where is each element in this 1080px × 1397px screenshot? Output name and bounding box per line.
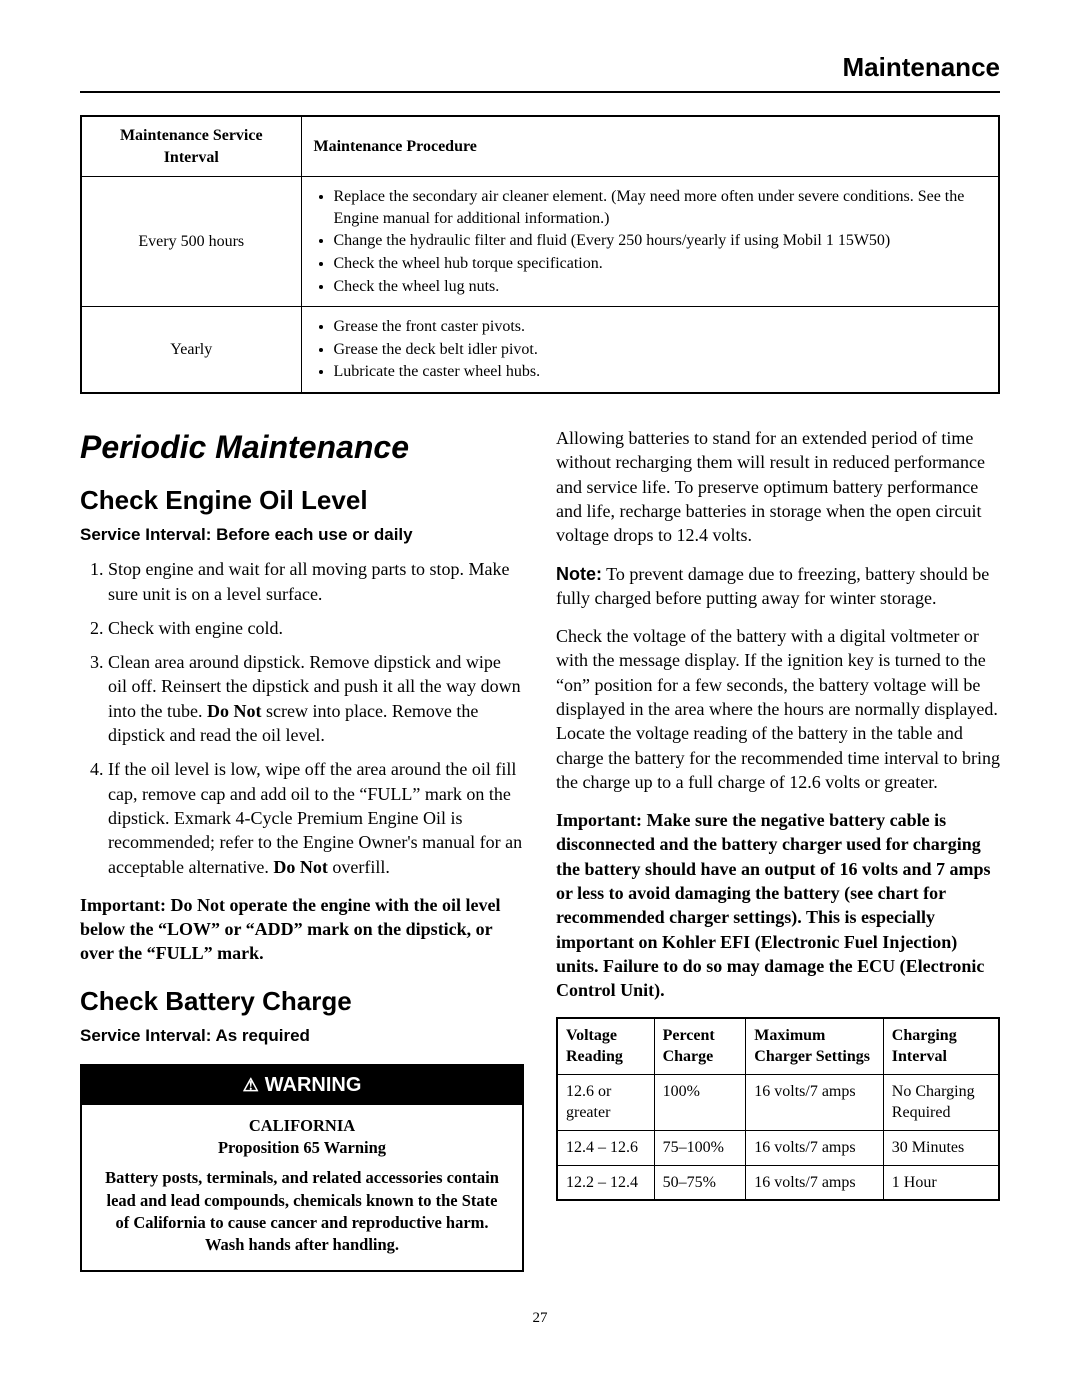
warning-header: ⚠ WARNING (82, 1066, 522, 1105)
maint-procedures: Replace the secondary air cleaner elemen… (301, 177, 999, 307)
table-row: 12.4 – 12.6 75–100% 16 volts/7 amps 30 M… (557, 1130, 999, 1165)
step-text: overfill. (328, 857, 390, 877)
oil-important: Important: Do Not operate the engine wit… (80, 893, 524, 966)
list-item: Grease the deck belt idler pivot. (334, 339, 987, 361)
warning-california: CALIFORNIA (98, 1115, 506, 1137)
list-item: Change the hydraulic filter and fluid (E… (334, 230, 987, 252)
charger-important: Important: Make sure the negative batter… (556, 808, 1000, 1002)
oil-heading: Check Engine Oil Level (80, 483, 524, 518)
warning-box: ⚠ WARNING CALIFORNIA Proposition 65 Warni… (80, 1064, 524, 1273)
important-label: Important: (556, 810, 642, 830)
battery-note: Note: To prevent damage due to freezing,… (556, 562, 1000, 611)
charge-cell: 75–100% (654, 1130, 746, 1165)
step-bold: Do Not (207, 701, 262, 721)
charge-cell: 30 Minutes (883, 1130, 999, 1165)
note-text: To prevent damage due to freezing, batte… (556, 564, 989, 608)
list-item: Grease the front caster pivots. (334, 316, 987, 338)
charge-cell: 16 volts/7 amps (746, 1165, 884, 1200)
warning-body: CALIFORNIA Proposition 65 Warning Batter… (82, 1105, 522, 1271)
section-title: Periodic Maintenance (80, 426, 524, 469)
right-column: Allowing batteries to stand for an exten… (556, 426, 1000, 1272)
battery-heading: Check Battery Charge (80, 984, 524, 1019)
list-item: Replace the secondary air cleaner elemen… (334, 186, 987, 229)
charge-table: Voltage Reading Percent Charge Maximum C… (556, 1017, 1000, 1202)
list-item: Stop engine and wait for all moving part… (108, 557, 524, 606)
list-item: Check with engine cold. (108, 616, 524, 640)
table-row: 12.2 – 12.4 50–75% 16 volts/7 amps 1 Hou… (557, 1165, 999, 1200)
maintenance-table: Maintenance Service Interval Maintenance… (80, 115, 1000, 394)
maint-interval: Yearly (81, 307, 301, 393)
oil-steps: Stop engine and wait for all moving part… (80, 557, 524, 879)
charge-cell: 12.2 – 12.4 (557, 1165, 654, 1200)
step-bold: Do Not (273, 857, 328, 877)
warning-text: Battery posts, terminals, and related ac… (105, 1168, 499, 1254)
maint-col2-header: Maintenance Procedure (301, 116, 999, 177)
oil-service-interval: Service Interval: Before each use or dai… (80, 524, 524, 547)
list-item: If the oil level is low, wipe off the ar… (108, 757, 524, 878)
important-label: Important: (80, 895, 166, 915)
list-item: Clean area around dipstick. Remove dipst… (108, 650, 524, 747)
list-item: Check the wheel hub torque specification… (334, 253, 987, 275)
maint-col1-header: Maintenance Service Interval (81, 116, 301, 177)
list-item: Check the wheel lug nuts. (334, 276, 987, 298)
charge-cell: 100% (654, 1074, 746, 1130)
table-row: 12.6 or greater 100% 16 volts/7 amps No … (557, 1074, 999, 1130)
page-number: 27 (80, 1308, 1000, 1328)
warning-label: WARNING (265, 1074, 362, 1096)
table-row: Every 500 hours Replace the secondary ai… (81, 177, 999, 307)
important-text: Make sure the negative battery cable is … (556, 810, 991, 1000)
warning-prop65: Proposition 65 Warning (98, 1137, 506, 1159)
battery-service-interval: Service Interval: As required (80, 1025, 524, 1048)
warning-triangle-icon: ⚠ (243, 1073, 259, 1097)
note-label: Note: (556, 564, 602, 584)
charge-cell: 1 Hour (883, 1165, 999, 1200)
maint-procedures: Grease the front caster pivots. Grease t… (301, 307, 999, 393)
charge-col-header: Voltage Reading (557, 1018, 654, 1075)
two-column-layout: Periodic Maintenance Check Engine Oil Le… (80, 426, 1000, 1272)
charge-cell: 16 volts/7 amps (746, 1074, 884, 1130)
charge-cell: 16 volts/7 amps (746, 1130, 884, 1165)
page-header: Maintenance (80, 50, 1000, 93)
charge-col-header: Charging Interval (883, 1018, 999, 1075)
maint-interval: Every 500 hours (81, 177, 301, 307)
charge-cell: 12.4 – 12.6 (557, 1130, 654, 1165)
table-row: Yearly Grease the front caster pivots. G… (81, 307, 999, 393)
left-column: Periodic Maintenance Check Engine Oil Le… (80, 426, 524, 1272)
charge-cell: No Charging Required (883, 1074, 999, 1130)
charge-col-header: Percent Charge (654, 1018, 746, 1075)
voltage-check-text: Check the voltage of the battery with a … (556, 624, 1000, 794)
list-item: Lubricate the caster wheel hubs. (334, 361, 987, 383)
header-title: Maintenance (843, 52, 1001, 82)
charge-col-header: Maximum Charger Settings (746, 1018, 884, 1075)
charge-cell: 12.6 or greater (557, 1074, 654, 1130)
charge-cell: 50–75% (654, 1165, 746, 1200)
battery-storage-text: Allowing batteries to stand for an exten… (556, 426, 1000, 547)
